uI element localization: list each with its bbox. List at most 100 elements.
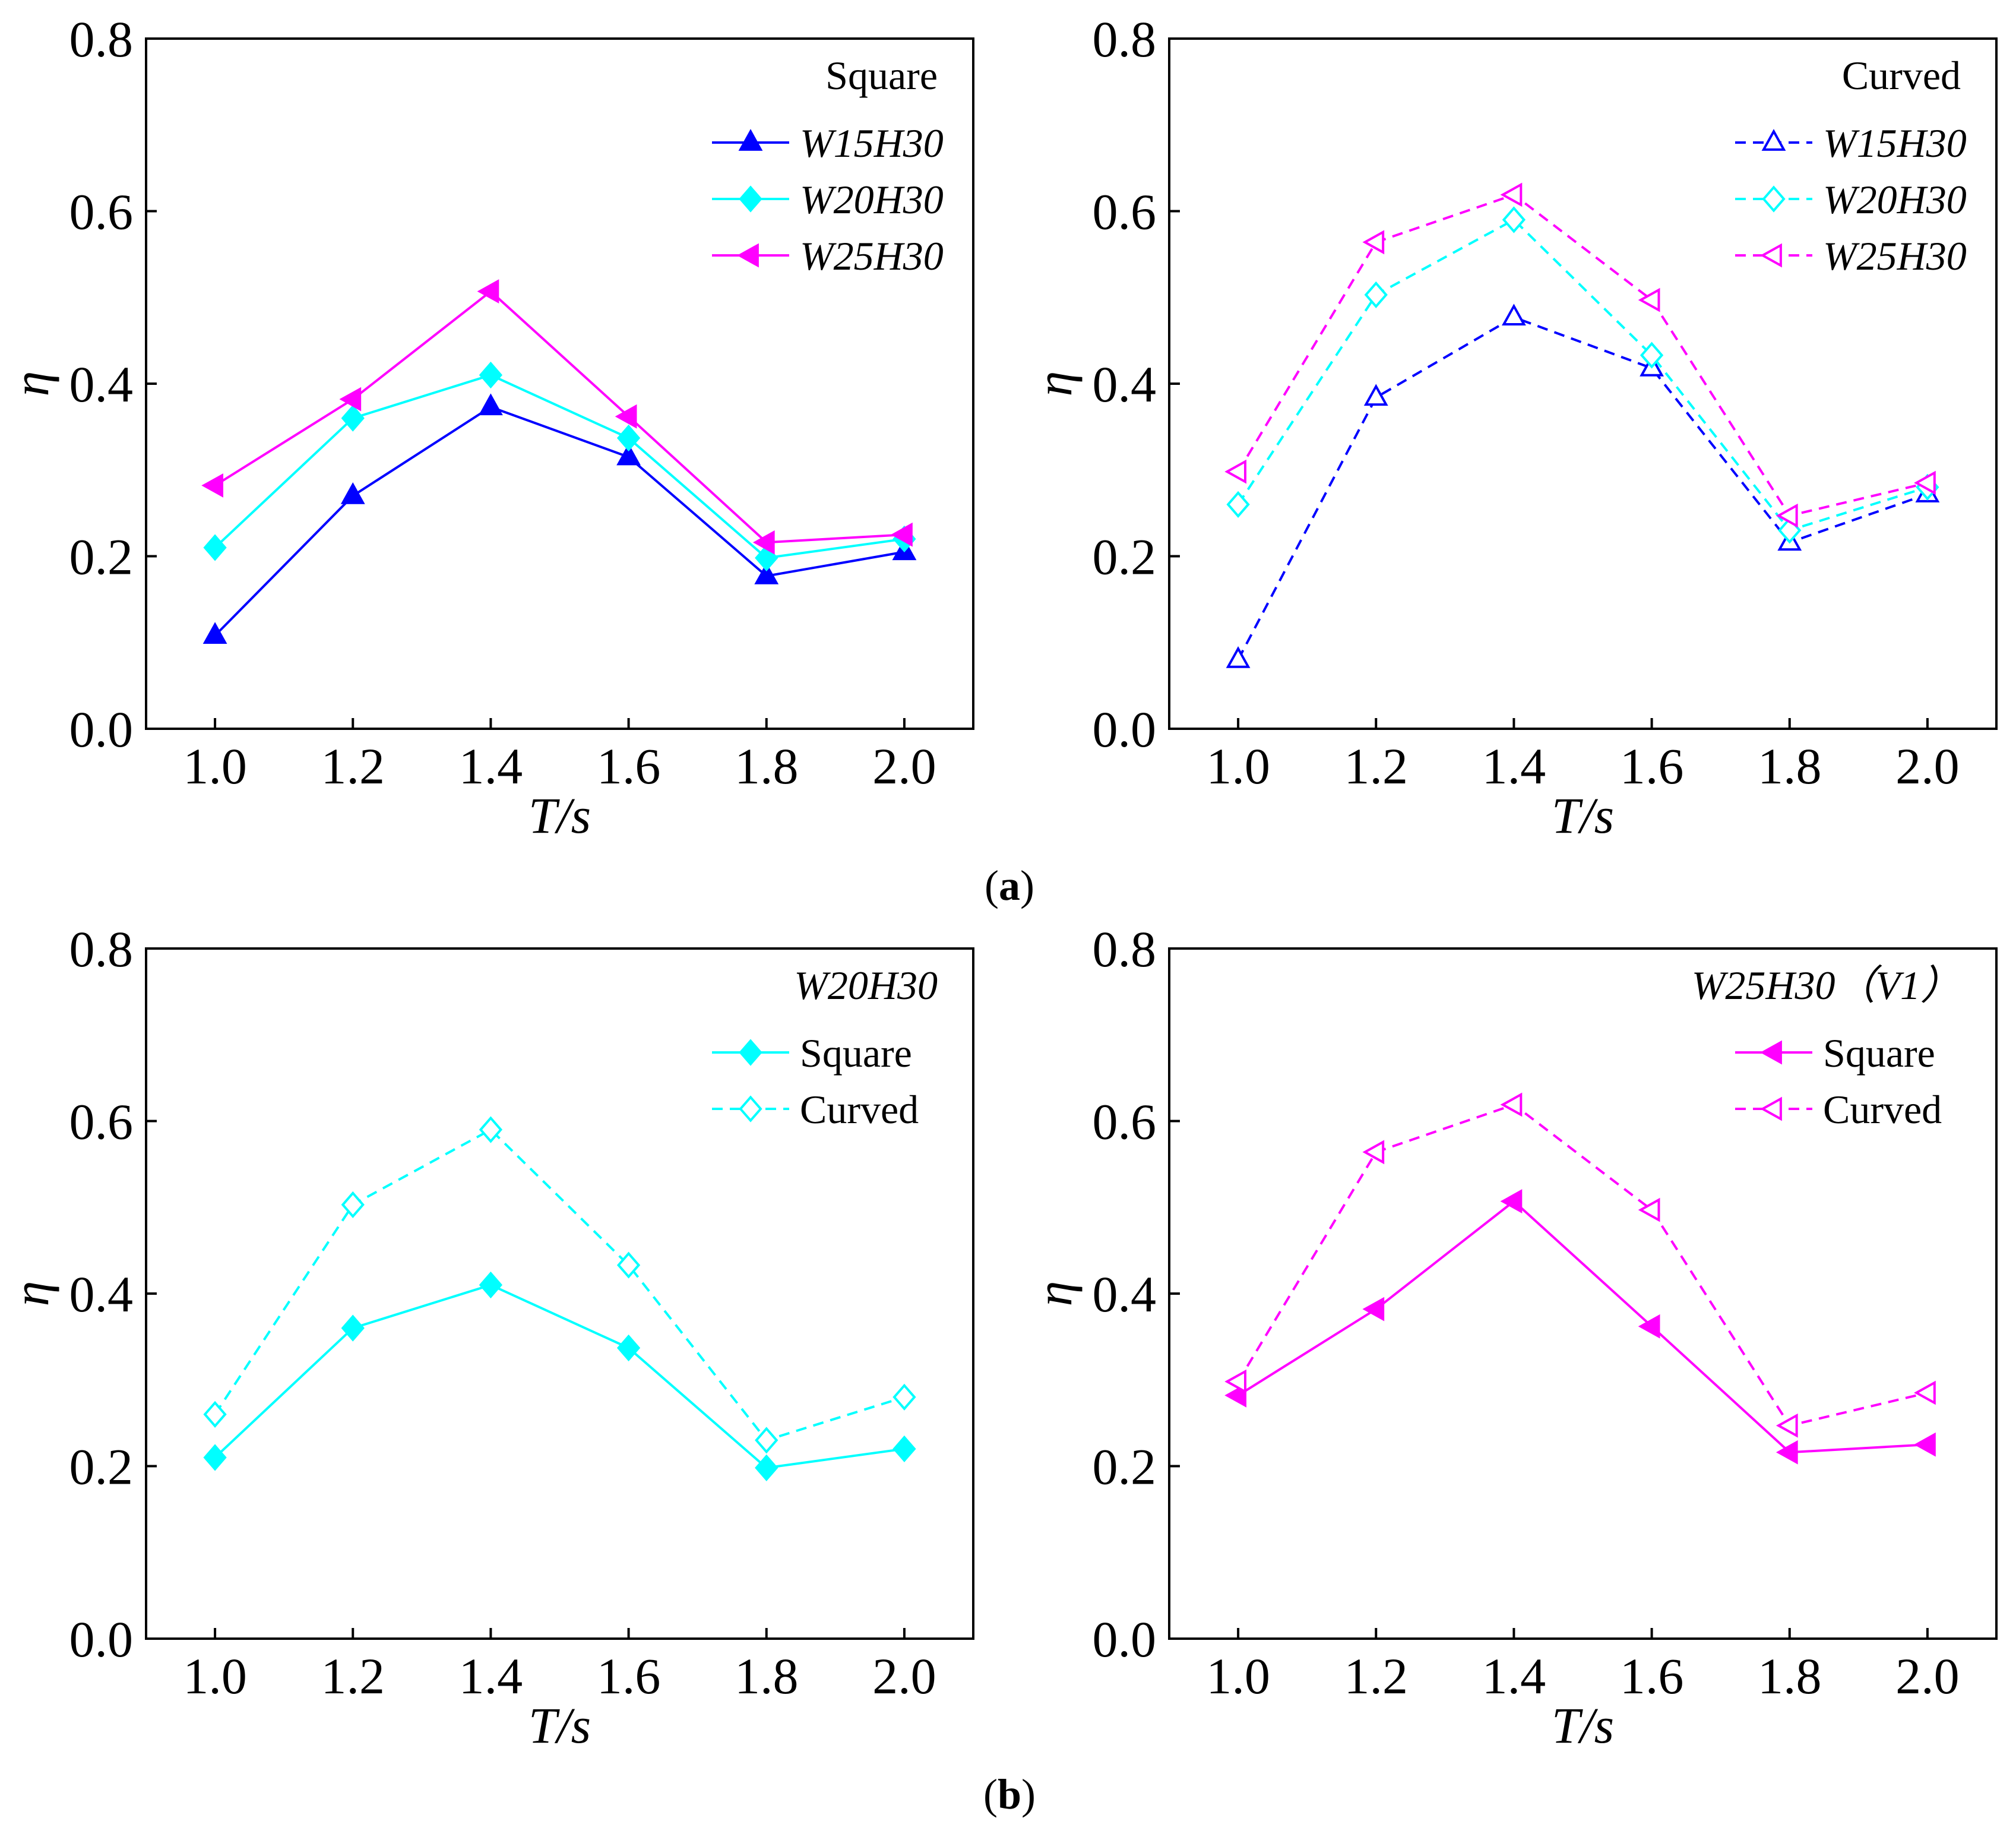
data-point [340,482,365,504]
y-tick-label: 0.0 [69,701,134,758]
caption-a: (a) [985,862,1034,909]
x-tick-label: 2.0 [1895,738,1960,795]
series-w15h30 [1226,304,1940,668]
panels: 0.0 0.2 0.4 0.6 0.8 1.0 1.2 1.4 1.6 1.8 2.0 T/s η Squ… [2,11,1998,1754]
x-tick-label: 1.4 [1482,738,1546,795]
legend-label: Curved [1823,1087,1942,1132]
data-point [755,1454,778,1482]
x-tick-label: 1.6 [597,1648,660,1705]
series-w25h30 [1224,182,1936,528]
data-point [202,622,227,644]
x-tick-label: 1.2 [1344,1648,1409,1705]
legend-label: Square [1823,1030,1935,1076]
data-point [1502,304,1526,326]
data-point [891,522,913,547]
data-point [203,1400,227,1428]
data-point [1224,459,1246,484]
legend-label: W20H30 [1823,177,1967,222]
x-axis-label: T/s [1552,787,1614,844]
data-point [616,424,641,452]
legend-marker [737,243,759,268]
legend-label: W20H30 [800,177,944,222]
series-line [214,374,905,559]
data-point [1638,1197,1660,1222]
series-line [214,1283,905,1469]
data-point [479,1271,503,1299]
legend-title: Square [825,53,938,98]
data-point [1362,230,1385,255]
y-tick-label: 0.6 [69,1093,134,1150]
data-point [1362,1297,1385,1322]
y-tick-label: 0.6 [1093,1093,1157,1150]
x-tick-label: 1.2 [321,1648,385,1705]
y-tick-label: 0.8 [1093,11,1157,68]
x-axis-label: T/s [528,787,591,844]
y-tick-label: 0.2 [69,1439,134,1496]
series-line [214,289,905,544]
y-tick-label: 0.8 [69,921,134,978]
data-point [1224,1369,1246,1394]
data-point [341,1314,365,1342]
y-tick-label: 0.0 [69,1611,134,1668]
x-tick-label: 1.6 [1620,738,1684,795]
y-tick-label: 0.2 [1093,529,1157,586]
panel-b-right: 0.0 0.2 0.4 0.6 0.8 1.0 1.2 1.4 1.6 1.8 2.0 T/s η W25… [1026,921,1998,1754]
data-point [201,473,223,498]
data-point [893,1383,916,1411]
y-tick-label: 0.2 [69,529,134,586]
series-square [203,1271,916,1482]
data-point [1776,1440,1798,1465]
data-point [616,1334,641,1362]
y-tick-label: 0.6 [1093,184,1157,241]
x-tick-label: 1.0 [1206,738,1270,795]
data-point [616,443,641,466]
series-curved [1224,1092,1936,1438]
data-point [1362,1140,1385,1165]
data-point [1226,646,1251,668]
data-point [339,387,362,412]
legend-label: W25H30 [1823,233,1967,279]
data-point [1640,342,1664,369]
data-point [1500,1092,1523,1117]
data-point [1914,470,1936,495]
legend-label: W15H30 [1823,121,1967,166]
legend-marker [739,1039,762,1066]
data-point [479,361,503,389]
legend-title: W20H30 [794,963,938,1008]
legend-marker [738,129,763,151]
data-point [893,1435,916,1463]
data-point [1638,1314,1660,1339]
y-tick-label: 0.6 [69,184,134,241]
data-point [203,534,227,561]
series-w25h30 [201,279,913,555]
legend-label: W25H30 [800,233,944,279]
legend-marker [1760,1096,1782,1121]
series-line [214,1128,905,1442]
data-point [341,404,365,432]
panel-b-left: 0.0 0.2 0.4 0.6 0.8 1.0 1.2 1.4 1.6 1.8 2.0 T/s η W20… [2,921,974,1754]
legend-marker [739,1095,762,1123]
y-tick-label: 0.2 [1093,1439,1157,1496]
data-point [203,1444,227,1471]
caption-b: (b) [983,1771,1036,1818]
legend-marker [1762,185,1786,213]
data-point [1914,1380,1936,1405]
x-tick-label: 1.0 [1206,1648,1270,1705]
series-square [1224,1189,1936,1465]
y-tick-label: 0.4 [1093,356,1157,413]
data-point [1500,1189,1523,1213]
series-line [1237,315,1928,660]
series-w15h30 [202,393,917,644]
x-tick-label: 1.2 [321,738,385,795]
y-tick-label: 0.8 [1093,921,1157,978]
data-point [477,279,499,304]
x-tick-label: 1.2 [1344,738,1409,795]
data-point [1914,1432,1936,1457]
y-tick-label: 0.4 [1093,1266,1157,1323]
data-point [1776,1413,1798,1438]
legend-title: W25H30（V1） [1692,963,1961,1008]
x-tick-label: 1.6 [1620,1648,1684,1705]
y-tick-label: 0.4 [69,1266,134,1323]
data-point [479,393,503,416]
data-point [752,530,775,555]
